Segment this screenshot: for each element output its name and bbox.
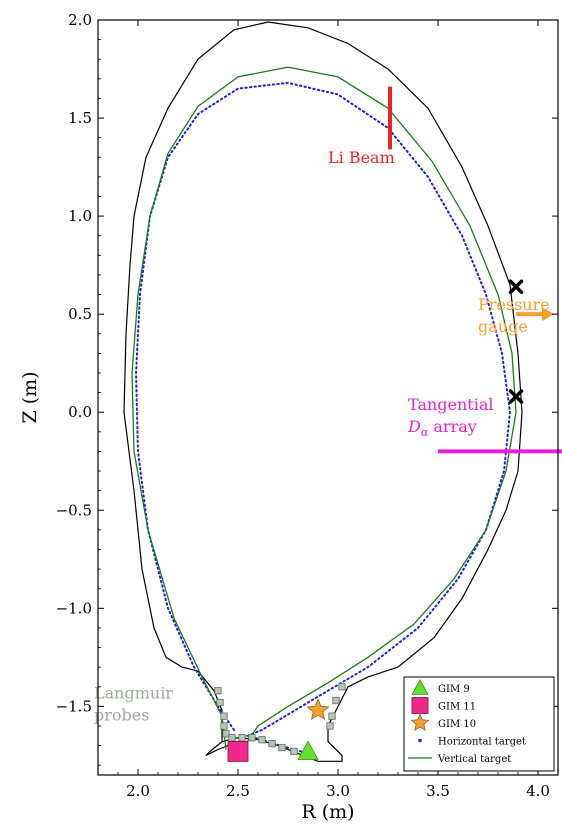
langmuir-probe-marker (220, 712, 228, 720)
pressure-gauge-label-line: gauge (478, 317, 528, 336)
langmuir-probe-marker (258, 736, 266, 744)
langmuir-probe-marker (326, 722, 334, 730)
li-beam-label-line: Li Beam (328, 148, 395, 167)
legend-gim-10-label: GIM 10 (438, 719, 476, 730)
legend-gim-11-label: GIM 11 (438, 702, 476, 713)
gim-10-marker (306, 698, 330, 721)
langmuir-probe-marker (278, 743, 286, 752)
legend: GIM 9 GIM 11 GIM 10 Horizontal target Vertic… (403, 676, 555, 772)
y-tick-label: −0.5 (56, 501, 92, 519)
probe-position-marker (508, 389, 524, 404)
y-tick-label: −1.0 (56, 599, 92, 617)
x-tick-label: 2.5 (226, 782, 250, 800)
gim-9-marker (297, 740, 319, 760)
tangential-d-array-label-line: Tangential (408, 395, 494, 414)
y-tick-label: 1.5 (68, 109, 92, 127)
series-horizontal-target-line (134, 81, 512, 755)
pressure-gauge-arrow-head (542, 307, 554, 322)
tangential-d-array-label-line: Dα array (407, 417, 477, 439)
probe-position-marker (508, 279, 524, 294)
langmuir-probe-marker (332, 696, 340, 705)
legend-gim-9-symbol (411, 679, 429, 695)
legend-gim-10-symbol (410, 713, 430, 731)
y-tick-label: −1.5 (56, 697, 92, 715)
langmuir-probe-marker (216, 698, 224, 707)
y-tick-label: 2.0 (68, 11, 92, 29)
legend-box (403, 676, 555, 772)
langmuir-probes-label-line: probes (94, 706, 149, 725)
x-tick-label: 2.0 (126, 782, 150, 800)
pressure-gauge-label: Pressure gauge (478, 295, 550, 336)
legend-gim-9-label: GIM 9 (438, 684, 470, 695)
d-alpha-subscript: α (421, 426, 429, 439)
langmuir-probe-marker (338, 683, 346, 691)
x-tick-label: 3.5 (426, 782, 450, 800)
langmuir-probe-marker (268, 740, 276, 748)
langmuir-probe-marker (214, 687, 222, 695)
langmuir-probe-marker (248, 734, 256, 742)
langmuir-probe-marker (228, 734, 236, 742)
y-tick-label: 0.0 (68, 403, 92, 421)
legend-horizontal-target-label: Horizontal target (438, 737, 526, 748)
axes-layer: Li Beam Pressure gauge Tangential Dα array La… (19, 11, 562, 823)
langmuir-probe-marker (328, 712, 336, 720)
langmuir-probe-marker (290, 747, 298, 756)
y-tick-label: 0.5 (68, 305, 92, 323)
d-alpha-symbol: D (407, 417, 421, 436)
legend-vertical-target-label: Vertical target (437, 754, 511, 765)
gim-11-marker (227, 741, 249, 762)
axes-frame (97, 19, 559, 776)
x-tick-label: 4.0 (526, 782, 550, 800)
li-beam-label: Li Beam (328, 148, 395, 167)
x-axis-label: R (m) (301, 801, 354, 823)
legend-gim-11-symbol (411, 697, 429, 714)
langmuir-probe-marker (220, 722, 228, 730)
pressure-gauge-label-line: Pressure (478, 295, 550, 314)
langmuir-probe-marker (222, 730, 230, 738)
langmuir-probe-marker (238, 734, 246, 742)
legend-horizontal-target-symbol (418, 738, 422, 743)
x-tick-label: 3.0 (326, 782, 350, 800)
y-tick-label: 1.0 (68, 207, 92, 225)
tangential-d-array-label: Tangential Dα array (407, 395, 494, 439)
y-axis-label: Z (m) (19, 371, 41, 423)
langmuir-probes-label: Langmuir probes (94, 684, 173, 725)
d-alpha-rest: array (428, 417, 477, 436)
langmuir-probes-label-line: Langmuir (94, 684, 173, 703)
